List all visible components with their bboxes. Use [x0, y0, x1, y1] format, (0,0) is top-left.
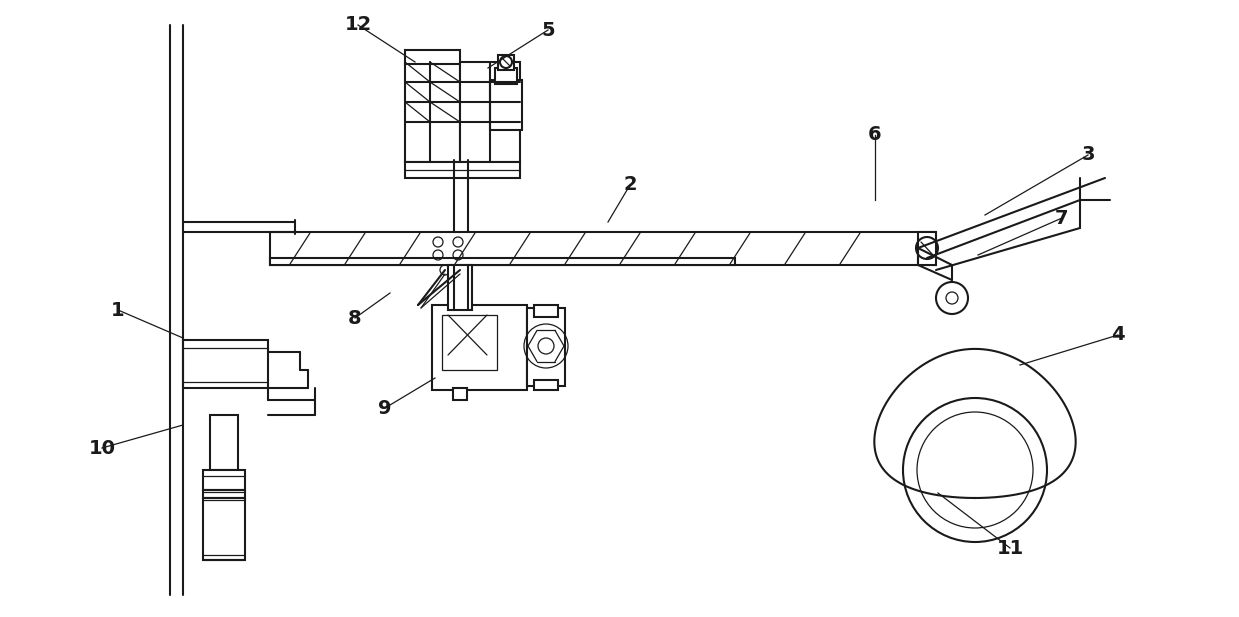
Bar — [203, 498, 245, 560]
Bar — [270, 258, 735, 265]
Bar — [209, 415, 238, 470]
Bar — [918, 232, 935, 265]
Bar — [442, 315, 497, 370]
Bar — [453, 388, 467, 400]
Bar — [449, 265, 472, 310]
Bar — [432, 305, 527, 390]
Bar — [405, 62, 460, 162]
Text: 11: 11 — [996, 539, 1023, 558]
Text: 5: 5 — [541, 20, 555, 39]
Text: 4: 4 — [1111, 326, 1125, 344]
Text: 10: 10 — [88, 439, 115, 457]
Bar — [183, 340, 268, 388]
Text: 2: 2 — [623, 175, 637, 194]
Bar — [460, 62, 520, 162]
Bar — [534, 305, 558, 317]
Bar — [203, 470, 245, 490]
Text: 9: 9 — [378, 399, 392, 418]
Text: 6: 6 — [869, 125, 882, 144]
Bar — [534, 380, 558, 390]
Text: 12: 12 — [344, 15, 372, 35]
Bar — [498, 55, 514, 70]
Bar — [496, 68, 517, 84]
Text: 8: 8 — [348, 308, 362, 328]
Bar — [527, 308, 565, 386]
Bar — [405, 50, 460, 64]
Bar — [270, 232, 935, 265]
Text: 7: 7 — [1056, 209, 1069, 228]
Bar — [489, 80, 522, 130]
Text: 1: 1 — [112, 300, 125, 320]
Bar — [405, 162, 520, 178]
Text: 3: 3 — [1082, 146, 1095, 165]
Bar — [203, 490, 245, 498]
